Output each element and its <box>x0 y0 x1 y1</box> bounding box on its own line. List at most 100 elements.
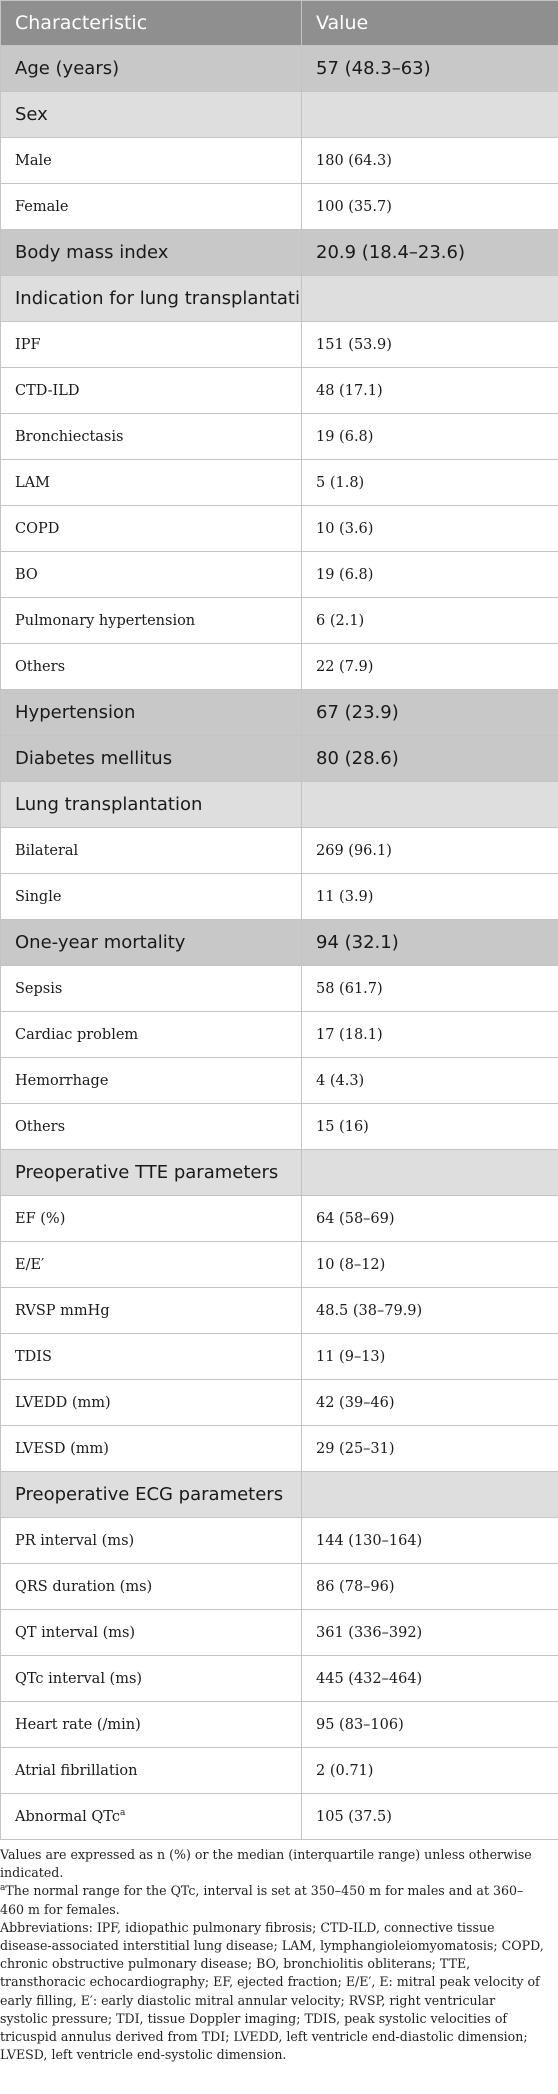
table-row: Abnormal QTca 105 (37.5) <box>0 1793 558 1840</box>
characteristic-label: Lung transplantation <box>15 794 203 815</box>
value-cell: 5 (1.8) <box>301 459 558 506</box>
value-cell: 94 (32.1) <box>301 919 558 966</box>
characteristic-cell: Single <box>0 873 302 920</box>
value-cell: 269 (96.1) <box>301 827 558 874</box>
value-cell <box>301 275 558 322</box>
characteristic-cell: QTc interval (ms) <box>0 1655 302 1702</box>
value-text: 95 (83–106) <box>316 1716 404 1733</box>
characteristic-cell: Diabetes mellitus <box>0 735 302 782</box>
value-text: 269 (96.1) <box>316 842 392 859</box>
characteristic-cell: Indication for lung transplantation <box>0 275 302 322</box>
footnote-qtc: aThe normal range for the QTc, interval … <box>0 1882 546 1918</box>
characteristic-label: Hypertension <box>15 702 136 723</box>
table-row: CTD-ILD 48 (17.1) <box>0 367 558 414</box>
characteristic-label: Bronchiectasis <box>15 428 124 445</box>
value-text: 11 (9–13) <box>316 1348 386 1365</box>
value-cell <box>301 781 558 828</box>
value-cell: 57 (48.3–63) <box>301 45 558 92</box>
value-cell <box>301 1149 558 1196</box>
value-cell: 10 (3.6) <box>301 505 558 552</box>
value-text: 2 (0.71) <box>316 1762 374 1779</box>
value-text: 20.9 (18.4–23.6) <box>316 242 466 263</box>
value-cell: 48.5 (38–79.9) <box>301 1287 558 1334</box>
characteristic-cell: PR interval (ms) <box>0 1517 302 1564</box>
value-text: 17 (18.1) <box>316 1026 383 1043</box>
value-text: 58 (61.7) <box>316 980 383 997</box>
characteristic-label: Sex <box>15 104 48 125</box>
table-row: QT interval (ms) 361 (336–392) <box>0 1609 558 1656</box>
value-cell: 445 (432–464) <box>301 1655 558 1702</box>
characteristic-cell: LVEDD (mm) <box>0 1379 302 1426</box>
value-cell: 361 (336–392) <box>301 1609 558 1656</box>
characteristic-cell: Preoperative ECG parameters <box>0 1471 302 1518</box>
characteristic-cell: QT interval (ms) <box>0 1609 302 1656</box>
value-text: 144 (130–164) <box>316 1532 423 1549</box>
value-text: 100 (35.7) <box>316 198 392 215</box>
characteristic-label: QT interval (ms) <box>15 1624 136 1641</box>
characteristic-label: Sepsis <box>15 980 63 997</box>
characteristic-label: IPF <box>15 336 41 353</box>
value-text: 86 (78–96) <box>316 1578 395 1595</box>
value-text: 10 (8–12) <box>316 1256 386 1273</box>
value-text: 11 (3.9) <box>316 888 374 905</box>
table-row: Cardiac problem 17 (18.1) <box>0 1011 558 1058</box>
value-text: 48.5 (38–79.9) <box>316 1302 423 1319</box>
characteristic-cell: Lung transplantation <box>0 781 302 828</box>
table-row: IPF 151 (53.9) <box>0 321 558 368</box>
value-text: 64 (58–69) <box>316 1210 395 1227</box>
footnote-values: Values are expressed as n (%) or the med… <box>0 1847 532 1881</box>
characteristic-cell: LVESD (mm) <box>0 1425 302 1472</box>
value-text: 67 (23.9) <box>316 702 399 723</box>
table-row: TDIS 11 (9–13) <box>0 1333 558 1380</box>
characteristic-label: QTc interval (ms) <box>15 1670 143 1687</box>
characteristic-cell: Bilateral <box>0 827 302 874</box>
value-cell: 180 (64.3) <box>301 137 558 184</box>
value-cell <box>301 91 558 138</box>
characteristic-label: Female <box>15 198 69 215</box>
characteristic-cell: E/E′ <box>0 1241 302 1288</box>
value-cell <box>301 1471 558 1518</box>
characteristic-cell: Male <box>0 137 302 184</box>
characteristic-cell: Sex <box>0 91 302 138</box>
value-cell: 19 (6.8) <box>301 551 558 598</box>
characteristic-cell: IPF <box>0 321 302 368</box>
characteristic-cell: COPD <box>0 505 302 552</box>
value-cell: 10 (8–12) <box>301 1241 558 1288</box>
characteristic-label: QRS duration (ms) <box>15 1578 153 1595</box>
characteristic-label: Others <box>15 1118 66 1135</box>
table-row: Bronchiectasis 19 (6.8) <box>0 413 558 460</box>
value-cell: 48 (17.1) <box>301 367 558 414</box>
characteristic-label: LVEDD (mm) <box>15 1394 111 1411</box>
table-row: COPD 10 (3.6) <box>0 505 558 552</box>
characteristic-cell: One-year mortality <box>0 919 302 966</box>
characteristic-label: COPD <box>15 520 60 537</box>
characteristic-label: RVSP mmHg <box>15 1302 110 1319</box>
characteristic-label: PR interval (ms) <box>15 1532 135 1549</box>
characteristic-cell: Hemorrhage <box>0 1057 302 1104</box>
value-cell: 11 (3.9) <box>301 873 558 920</box>
value-cell: 6 (2.1) <box>301 597 558 644</box>
value-text: 361 (336–392) <box>316 1624 423 1641</box>
footnote-marker: a <box>0 1883 6 1894</box>
table-row: BO 19 (6.8) <box>0 551 558 598</box>
value-cell: 20.9 (18.4–23.6) <box>301 229 558 276</box>
section-header-row: Sex <box>0 91 558 138</box>
table-row: Atrial fibrillation 2 (0.71) <box>0 1747 558 1794</box>
value-cell: 64 (58–69) <box>301 1195 558 1242</box>
characteristic-label: TDIS <box>15 1348 52 1365</box>
characteristic-label: Others <box>15 658 66 675</box>
characteristic-cell: Preoperative TTE parameters <box>0 1149 302 1196</box>
characteristic-cell: Pulmonary hypertension <box>0 597 302 644</box>
value-text: 10 (3.6) <box>316 520 374 537</box>
characteristic-label: E/E′ <box>15 1256 45 1273</box>
characteristic-label: Single <box>15 888 62 905</box>
characteristic-label: Diabetes mellitus <box>15 748 173 769</box>
characteristic-label: BO <box>15 566 38 583</box>
characteristic-cell: RVSP mmHg <box>0 1287 302 1334</box>
value-text: 29 (25–31) <box>316 1440 395 1457</box>
table-row: LVEDD (mm) 42 (39–46) <box>0 1379 558 1426</box>
value-cell: 58 (61.7) <box>301 965 558 1012</box>
value-cell: 2 (0.71) <box>301 1747 558 1794</box>
value-cell: 19 (6.8) <box>301 413 558 460</box>
characteristic-label: CTD-ILD <box>15 382 80 399</box>
